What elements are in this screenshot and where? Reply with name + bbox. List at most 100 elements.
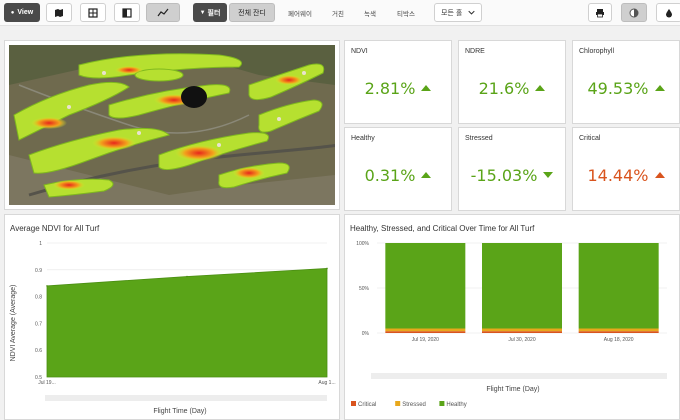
y-tick-label: 1 [39,241,42,247]
chevron-down-icon [468,10,475,15]
compare-button[interactable] [114,3,140,22]
water-button[interactable] [656,3,680,22]
x-axis-label: Flight Time (Day) [486,386,539,393]
chart-scrollbar[interactable] [45,395,327,401]
x-axis-label: Flight Time (Day) [153,408,206,415]
legend-swatch [351,401,356,406]
kpi-card-chlorophyll: Chlorophyll 49.53% [572,40,680,124]
kpi-card-healthy: Healthy 0.31% [344,127,452,211]
bar-segment-healthy [482,243,562,329]
bar-segment-stressed [385,328,466,332]
x-tick-label: Jul 19... [38,380,56,386]
trend-up-icon [535,84,546,91]
ndvi-chart-panel: Average NDVI for All Turf Flight Time (D… [4,214,340,420]
kpi-value-wrap: 49.53% [573,79,679,98]
tab-fairway[interactable]: 페어웨이 [280,3,320,22]
trend-button[interactable] [146,3,180,22]
tab-rough[interactable]: 거친 [324,3,352,22]
y-tick-label: 0.5 [35,375,42,381]
y-tick-label: 50% [359,286,370,292]
x-tick-label: Aug 1... [318,380,335,386]
holes-dropdown[interactable]: 모든 홀 [434,3,482,22]
map-button[interactable] [46,3,72,22]
view-button[interactable]: ● View [4,3,40,22]
y-tick-label: 0.7 [35,321,42,327]
trend-up-icon [654,84,665,91]
kpi-value-wrap: 2.81% [345,79,451,98]
tab-green[interactable]: 녹색 [356,3,384,22]
x-tick-label: Aug 18, 2020 [604,337,634,343]
water-drop-icon [666,8,672,17]
ndvi-map-panel [4,40,340,210]
kpi-label: NDRE [465,48,485,55]
printer-icon [596,8,604,17]
tab-tee-box[interactable]: 티박스 [388,3,424,22]
compare-icon [122,7,132,18]
bar-segment-healthy [385,243,466,329]
tab-label: 페어웨이 [288,10,312,18]
data-point [326,267,328,270]
kpi-value: 49.53% [587,79,649,98]
x-tick-label: Jul 19, 2020 [412,337,439,343]
kpi-value-wrap: -15.03% [459,166,565,185]
chart-title: Average NDVI for All Turf [10,224,100,233]
health-stacked-bar-chart[interactable]: Flight Time (Day) 100% 50% 0% Jul 19, 2020 J… [345,235,679,419]
kpi-label: Healthy [351,135,375,142]
kpi-label: Stressed [465,135,493,142]
chart-title: Healthy, Stressed, and Critical Over Tim… [350,224,535,233]
trend-line-icon [157,8,169,16]
kpi-value-wrap: 0.31% [345,166,451,185]
kpi-value: -15.03% [470,166,538,185]
eye-icon: ● [10,9,15,16]
tab-label: 티박스 [397,10,415,18]
health-chart-panel: Healthy, Stressed, and Critical Over Tim… [344,214,680,420]
bar-segment-healthy [578,243,659,329]
trend-up-icon [421,84,432,91]
grid-icon [88,7,98,18]
chart-scrollbar[interactable] [371,373,667,379]
grid-button[interactable] [80,3,106,22]
trend-up-icon [421,171,432,178]
y-tick-label: 0.6 [35,348,42,354]
theme-toggle-button[interactable] [621,3,647,22]
filter-button[interactable]: ▼ 필터 [193,3,227,22]
y-tick-label: 0.8 [35,295,42,301]
filter-icon: ▼ [199,9,206,16]
ndvi-area-series [46,268,328,378]
kpi-label: Chlorophyll [579,48,615,55]
map-icon [55,8,63,17]
tab-all-turf[interactable]: 전체 잔디 [229,3,275,22]
kpi-card-ndvi: NDVI 2.81% [344,40,452,124]
ndvi-aerial-map[interactable] [9,45,335,205]
data-point [46,285,48,287]
bar-segment-stressed [578,328,659,332]
tab-label: 전체 잔디 [238,9,266,17]
y-axis-label: NDVI Average (Average) [10,285,17,362]
legend-label: Critical [358,402,376,408]
tab-label: 녹색 [364,10,376,18]
legend-swatch [395,401,401,406]
bar-segment-stressed [482,328,562,332]
data-point [186,275,188,278]
kpi-value-wrap: 21.6% [459,79,565,98]
kpi-card-stressed: Stressed -15.03% [458,127,566,211]
kpi-value: 2.81% [364,79,416,98]
kpi-label: NDVI [351,48,368,55]
contrast-icon [629,8,639,17]
print-button[interactable] [588,3,612,22]
kpi-value: 0.31% [364,166,416,185]
filter-label: 필터 [207,9,221,17]
bar-segment-critical [578,331,659,333]
ndvi-area-chart[interactable]: Flight Time (Day) NDVI Average (Average)… [5,235,339,419]
tab-label: 거친 [332,10,344,18]
kpi-card-critical: Critical 14.44% [572,127,680,211]
y-tick-label: 100% [356,241,369,247]
kpi-card-ndre: NDRE 21.6% [458,40,566,124]
legend-swatch [439,401,445,406]
kpi-value: 14.44% [587,166,649,185]
legend-label: Healthy [446,402,466,408]
trend-up-icon [654,171,665,178]
view-label: View [17,9,34,16]
bar-segment-critical [482,331,562,333]
trend-down-icon [543,171,554,178]
